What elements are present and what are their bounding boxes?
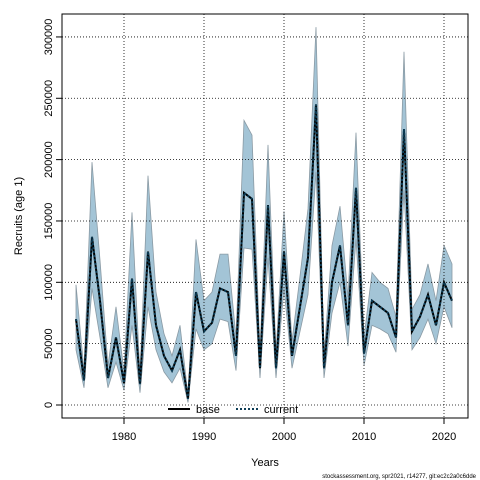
x-axis-label: Years bbox=[251, 457, 279, 469]
legend-label: base bbox=[196, 404, 220, 416]
y-tick-label: 300000 bbox=[43, 19, 55, 56]
y-axis-label: Recruits (age 1) bbox=[13, 177, 25, 255]
x-tick-label: 1990 bbox=[192, 431, 216, 443]
x-tick-label: 1980 bbox=[112, 431, 136, 443]
confidence-band bbox=[75, 27, 453, 403]
series-line bbox=[75, 104, 453, 400]
y-tick-label: 200000 bbox=[43, 141, 55, 178]
x-tick-label: 2010 bbox=[352, 431, 376, 443]
x-tick-label: 2000 bbox=[272, 431, 296, 443]
footer: stockassessment.org, spr2021, r14277, gi… bbox=[322, 474, 476, 480]
legend-label: current bbox=[264, 404, 298, 416]
plot-frame bbox=[61, 13, 469, 419]
y-tick-label: 0 bbox=[43, 402, 55, 408]
y-tick-label: 150000 bbox=[43, 203, 55, 240]
y-tick-label: 50000 bbox=[43, 328, 55, 359]
y-tick-label: 100000 bbox=[43, 264, 55, 301]
y-tick-label: 250000 bbox=[43, 80, 55, 117]
x-tick-label: 2020 bbox=[432, 431, 456, 443]
